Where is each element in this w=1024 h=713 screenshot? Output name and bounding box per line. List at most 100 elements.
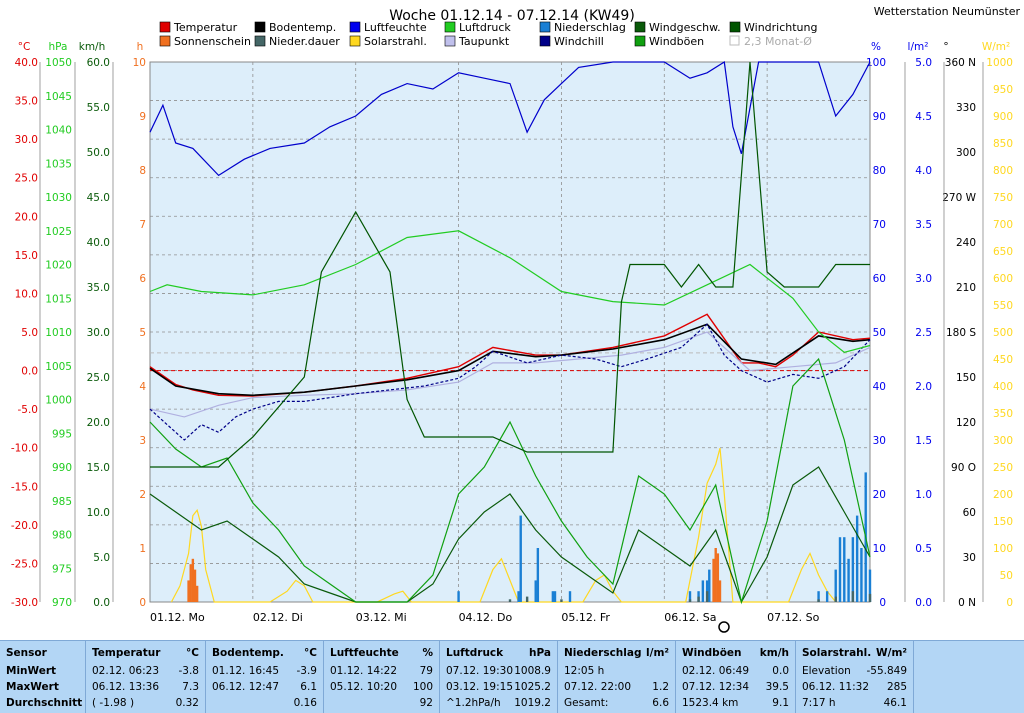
axis-tick-solar: 850 bbox=[993, 138, 1013, 150]
axis-tick-solar: 750 bbox=[993, 192, 1013, 204]
axis-tick-sunshine: 2 bbox=[139, 489, 146, 501]
stats-row-labels: Sensor MinWert MaxWert Durchschnitt bbox=[0, 641, 86, 713]
stats-value: 6.1 bbox=[300, 681, 317, 693]
axis-tick-humidity: 10 bbox=[873, 543, 886, 555]
bar-niederschlag bbox=[551, 591, 555, 602]
axis-tick-pressure: 970 bbox=[52, 597, 72, 609]
stats-unit: °C bbox=[186, 647, 199, 659]
axis-unit-sunshine: h bbox=[137, 41, 144, 53]
chart-title: Woche 01.12.14 - 07.12.14 (KW49) bbox=[389, 8, 635, 24]
axis-tick-sunshine: 4 bbox=[139, 381, 146, 393]
bar-niederdauer bbox=[705, 591, 709, 602]
stats-value: 285 bbox=[886, 681, 907, 693]
legend-label: Windchill bbox=[554, 35, 604, 48]
bar-sonnenschein bbox=[193, 569, 197, 602]
stats-value: 39.5 bbox=[765, 681, 789, 693]
bar-niederdauer bbox=[817, 599, 820, 602]
axis-tick-pressure: 975 bbox=[52, 563, 72, 575]
stats-value: 92 bbox=[419, 697, 433, 709]
legend-swatch-icon bbox=[444, 35, 456, 47]
axis-tick-solar: 1000 bbox=[986, 57, 1013, 69]
axis-tick-solar: 250 bbox=[993, 462, 1013, 474]
axis-tick-temperature: 25.0 bbox=[15, 173, 38, 185]
stats-label: 07.12. 12:34 bbox=[682, 681, 749, 693]
axis-tick-sunshine: 3 bbox=[139, 435, 146, 447]
axis-tick-precipitation: 2.5 bbox=[915, 327, 932, 339]
legend: Temperatur Bodentemp. Luftfeuchte Luftdruck… bbox=[159, 21, 817, 48]
axis-tick-solar: 200 bbox=[993, 489, 1013, 501]
stats-label-min: MinWert bbox=[6, 665, 57, 677]
stats-header: Solarstrahl. bbox=[802, 647, 872, 659]
bar-niederschlag bbox=[817, 591, 820, 602]
x-tick-label: 02.12. Di bbox=[253, 611, 303, 624]
bar-niederdauer bbox=[697, 596, 700, 602]
legend-swatch-icon bbox=[254, 21, 266, 33]
legend-label: Solarstrahl. bbox=[364, 35, 427, 48]
axis-tick-temperature: 30.0 bbox=[15, 134, 38, 146]
current-time-marker-icon[interactable] bbox=[718, 621, 730, 633]
legend-swatch-icon bbox=[539, 21, 551, 33]
stats-value: 46.1 bbox=[883, 697, 907, 709]
axis-tick-solar: 300 bbox=[993, 435, 1013, 447]
bar-niederschlag bbox=[534, 580, 537, 602]
axis-tick-humidity: 20 bbox=[873, 489, 886, 501]
bar-niederdauer bbox=[560, 599, 563, 602]
axis-tick-temperature: 5.0 bbox=[21, 327, 38, 339]
x-tick-label: 06.12. Sa bbox=[664, 611, 716, 624]
axis-tick-solar: 0 bbox=[1006, 597, 1013, 609]
axis-tick-temperature: 20.0 bbox=[15, 211, 38, 223]
axis-tick-wind_direction: 150 bbox=[956, 372, 976, 384]
axis-tick-wind_direction: 30 bbox=[963, 552, 976, 564]
axis-unit-temperature: °C bbox=[18, 41, 31, 53]
stats-value: 6.6 bbox=[652, 697, 669, 709]
axis-tick-humidity: 60 bbox=[873, 273, 886, 285]
axis-tick-solar: 50 bbox=[1000, 570, 1013, 582]
axis-tick-temperature: -5.0 bbox=[18, 404, 39, 416]
bar-niederschlag bbox=[855, 515, 859, 602]
axis-tick-solar: 700 bbox=[993, 219, 1013, 231]
legend-label: Sonnenschein bbox=[174, 35, 251, 48]
axis-tick-wind_speed: 55.0 bbox=[87, 102, 110, 114]
axis-tick-precipitation: 0.0 bbox=[915, 597, 932, 609]
axis-tick-solar: 600 bbox=[993, 273, 1013, 285]
stats-column: Luftfeuchte% 01.12. 14:22 79 05.12. 10:20 10… bbox=[324, 641, 440, 713]
axis-tick-precipitation: 4.0 bbox=[915, 165, 932, 177]
axis-tick-wind_speed: 5.0 bbox=[93, 552, 110, 564]
stats-label: 05.12. 10:20 bbox=[330, 681, 397, 693]
axis-tick-pressure: 1045 bbox=[45, 91, 72, 103]
stats-label: 7:17 h bbox=[802, 697, 836, 709]
axis-tick-wind_speed: 30.0 bbox=[87, 327, 110, 339]
axis-tick-wind_speed: 15.0 bbox=[87, 462, 110, 474]
axis-tick-pressure: 1025 bbox=[45, 226, 72, 238]
axis-tick-pressure: 1035 bbox=[45, 158, 72, 170]
axis-tick-solar: 950 bbox=[993, 84, 1013, 96]
bar-sonnenschein bbox=[714, 548, 717, 602]
axis-tick-precipitation: 1.0 bbox=[915, 489, 932, 501]
axis-tick-wind_speed: 10.0 bbox=[87, 507, 110, 519]
statistics-table: Sensor MinWert MaxWert Durchschnitt Temp… bbox=[0, 640, 1024, 713]
legend-swatch-icon bbox=[349, 35, 361, 47]
axis-tick-solar: 150 bbox=[993, 516, 1013, 528]
axis-tick-humidity: 90 bbox=[873, 111, 886, 123]
bar-niederschlag bbox=[553, 591, 557, 602]
bar-niederschlag bbox=[457, 591, 460, 602]
axis-tick-wind_speed: 35.0 bbox=[87, 282, 110, 294]
stats-column: Temperatur °C 02.12. 06:23 -3.8 06.12. 13:36… bbox=[86, 641, 206, 713]
series-line-bodentemp bbox=[149, 323, 871, 397]
stats-label: ^1.2hPa/h bbox=[446, 697, 501, 709]
axis-tick-precipitation: 3.0 bbox=[915, 273, 932, 285]
stats-label: 06.12. 13:36 bbox=[92, 681, 159, 693]
stats-value: -3.9 bbox=[296, 665, 318, 677]
stats-column: Luftdruck hPa 07.12. 19:30 1008.9 03.12. 19:… bbox=[440, 641, 558, 713]
stats-value: 79 bbox=[419, 665, 433, 677]
stats-value: 9.1 bbox=[772, 697, 789, 709]
bar-sonnenschein bbox=[712, 558, 715, 602]
bar-niederschlag bbox=[568, 591, 572, 602]
stats-label-avg: Durchschnitt bbox=[6, 697, 83, 709]
bar-sonnenschein bbox=[718, 580, 722, 602]
x-tick-label: 07.12. So bbox=[767, 611, 819, 624]
legend-swatch-icon bbox=[539, 35, 551, 47]
axis-tick-wind_direction: 60 bbox=[963, 507, 976, 519]
axis-tick-pressure: 1015 bbox=[45, 293, 72, 305]
series-line-windgeschw bbox=[149, 466, 871, 604]
